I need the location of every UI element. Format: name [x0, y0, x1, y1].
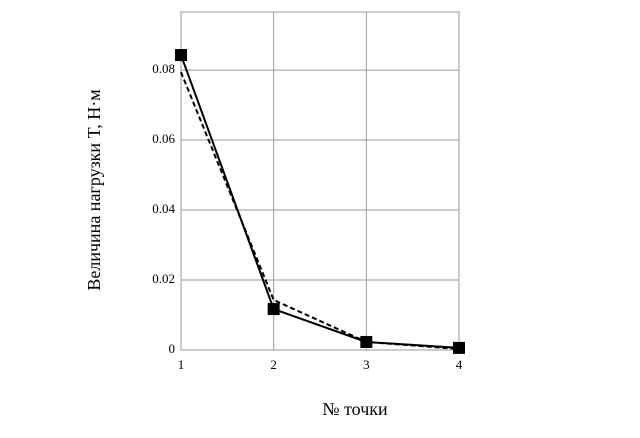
- point-marker: [453, 341, 465, 354]
- y-axis-label: Величина нагрузки T, Н·м: [84, 89, 104, 290]
- plot-frame: [180, 11, 460, 351]
- y-tick-label: 0.04: [152, 201, 175, 216]
- y-tick-label: 0.06: [152, 131, 175, 146]
- point-marker: [175, 49, 187, 62]
- x-tick-label: 3: [363, 357, 370, 372]
- x-tick-label: 1: [178, 357, 185, 372]
- y-tick-label: 0: [169, 341, 176, 356]
- y-tick-label: 0.02: [152, 271, 175, 286]
- series-line: [180, 54, 460, 349]
- x-axis-label: № точки: [322, 399, 388, 419]
- y-tick-label: 0.08: [152, 61, 175, 76]
- x-tick-label: 4: [456, 357, 463, 372]
- series-line: [180, 71, 460, 350]
- point-marker: [267, 303, 280, 316]
- x-tick-label: 2: [270, 357, 277, 372]
